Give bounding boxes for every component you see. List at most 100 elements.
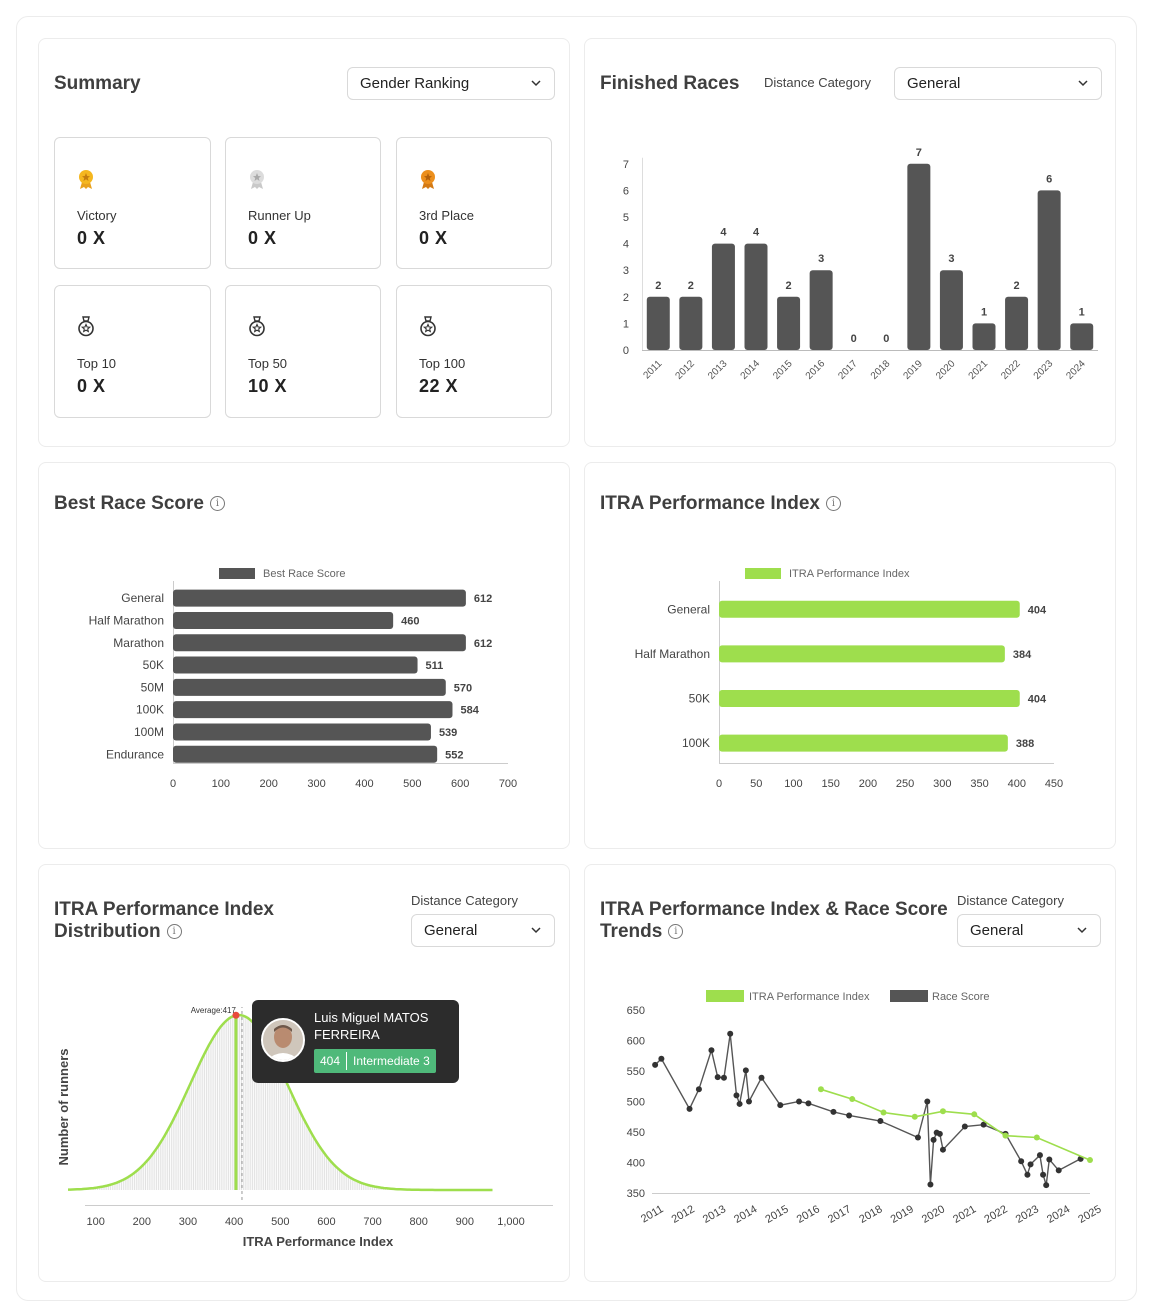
x-tick-label: 0: [716, 778, 722, 790]
tile-label: Top 10: [77, 356, 117, 371]
data-label: 3: [818, 253, 824, 265]
x-tick-label: 2013: [706, 358, 730, 382]
info-icon[interactable]: i: [166, 924, 182, 940]
data-point: [805, 1100, 812, 1107]
legend-swatch: [890, 990, 928, 1002]
y-tick-label: 450: [627, 1127, 645, 1139]
distance-category-select[interactable]: General: [957, 914, 1101, 947]
distance-category-label: Distance Category: [411, 893, 518, 908]
data-point: [720, 1074, 727, 1081]
legend-label: Best Race Score: [263, 568, 346, 580]
x-tick-label: 2011: [641, 358, 664, 381]
x-tick-label: 600: [317, 1216, 335, 1228]
y-tick-label: 0: [623, 345, 629, 357]
trends-chart: ITRA Performance Index Race Score 350 400 45…: [627, 990, 1104, 1226]
y-axis-title: Number of runners: [56, 1048, 71, 1165]
bar: [777, 296, 801, 350]
runner-tooltip: Luis Miguel MATOS FERREIRA 404 Intermedi…: [252, 1000, 459, 1083]
x-tick-label: 700: [499, 778, 517, 790]
x-tick-label: 2016: [795, 1203, 822, 1226]
category-label: 100M: [134, 725, 164, 739]
tile-label: Runner Up: [248, 208, 311, 223]
info-icon[interactable]: i: [825, 496, 841, 512]
distribution-chart: Average:417 100 200 300 400 500 600 700 800 900 1,…: [56, 1006, 553, 1249]
info-icon[interactable]: i: [668, 924, 684, 940]
x-tick-label: 2017: [836, 358, 860, 382]
data-label: 7: [916, 147, 922, 159]
data-label: 539: [439, 727, 457, 739]
x-tick-label: 2014: [739, 358, 763, 382]
distance-category-label: Distance Category: [764, 75, 871, 90]
data-label: 612: [474, 638, 492, 650]
y-tick-label: 1: [623, 318, 629, 330]
data-label: 384: [1013, 649, 1032, 661]
distance-category-value: General: [970, 922, 1024, 939]
data-label: 460: [401, 615, 419, 627]
x-tick-label: 800: [410, 1216, 428, 1228]
x-tick-label: 600: [451, 778, 469, 790]
bar: [173, 701, 453, 719]
data-label: 612: [474, 593, 492, 605]
bar: [646, 296, 670, 350]
data-label: 1: [1079, 306, 1085, 318]
chevron-down-icon: [531, 80, 541, 87]
runner-level: Intermediate 3: [353, 1054, 430, 1068]
data-label: 404: [1028, 694, 1047, 706]
distance-category-select[interactable]: General: [411, 914, 555, 947]
bar: [173, 745, 438, 763]
x-tick-label: 2023: [1032, 358, 1056, 382]
x-tick-label: 2013: [701, 1203, 728, 1226]
badge-icon: [249, 316, 265, 337]
distance-category-label: Distance Category: [957, 893, 1064, 908]
x-tick-label: 400: [225, 1216, 243, 1228]
info-icon[interactable]: i: [209, 496, 225, 512]
x-tick-label: 2012: [670, 1203, 697, 1226]
bar: [173, 656, 418, 674]
silver-medal-icon: [250, 170, 264, 189]
average-label: Average:417: [191, 1006, 237, 1015]
runner-score: 404: [320, 1054, 341, 1068]
data-label: 388: [1016, 738, 1034, 750]
series-line: [654, 1033, 1081, 1186]
y-tick-label: 600: [627, 1036, 645, 1048]
category-label: General: [121, 591, 164, 605]
ranking-select[interactable]: Gender Ranking: [347, 67, 555, 100]
x-tick-label: 700: [363, 1216, 381, 1228]
data-point: [930, 1136, 937, 1143]
best-race-score-chart: Best Race Score General 612 Half Marathon 46…: [89, 568, 517, 790]
data-point: [727, 1030, 734, 1037]
x-tick-label: 2019: [901, 358, 925, 382]
data-point: [742, 1067, 749, 1074]
bar: [173, 634, 466, 652]
data-label: 511: [426, 660, 444, 672]
data-point: [939, 1146, 946, 1153]
bar: [719, 600, 1020, 618]
finished-races-title: Finished Races: [600, 73, 740, 94]
data-point: [652, 1061, 659, 1068]
runner-level-badge: 404 Intermediate 3: [314, 1049, 436, 1073]
x-tick-label: 350: [970, 778, 988, 790]
data-point: [1040, 1171, 1047, 1178]
gold-medal-icon: [79, 170, 93, 189]
category-label: 100K: [136, 703, 164, 717]
data-point: [939, 1108, 946, 1115]
dashboard-container: [16, 16, 1137, 1301]
y-tick-label: 350: [627, 1188, 645, 1200]
chevron-down-icon: [1078, 80, 1088, 87]
data-point: [1055, 1167, 1062, 1174]
y-tick-label: 7: [623, 159, 629, 171]
tile-value: 0 X: [77, 376, 106, 396]
x-tick-label: 2014: [732, 1203, 759, 1226]
distance-category-value: General: [907, 75, 961, 92]
bar: [719, 690, 1020, 707]
summary-card: Summary Gender Ranking Victory 0 X Runne…: [38, 38, 570, 447]
trends-title: ITRA Performance Index & Race Score Tren…: [600, 899, 948, 943]
tile-value: 0 X: [248, 228, 277, 248]
bar: [679, 296, 703, 350]
data-label: 4: [753, 227, 760, 239]
data-point: [1033, 1134, 1040, 1141]
y-tick-label: 650: [627, 1005, 645, 1017]
best-race-score-title: Best Race Score i: [54, 493, 225, 515]
bar: [939, 270, 963, 350]
distance-category-select[interactable]: General: [894, 67, 1102, 100]
